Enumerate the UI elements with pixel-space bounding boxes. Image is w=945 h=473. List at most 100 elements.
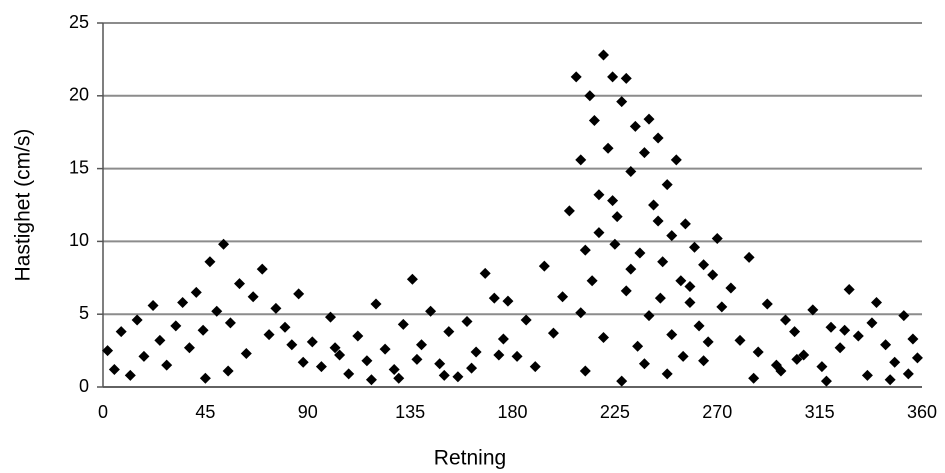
point	[679, 218, 691, 230]
point	[529, 361, 541, 373]
point	[632, 340, 644, 352]
x-tick-label: 315	[805, 402, 835, 422]
point	[648, 199, 660, 211]
point	[108, 364, 120, 376]
point	[625, 263, 637, 275]
point	[611, 211, 623, 223]
point	[365, 374, 377, 386]
point	[666, 329, 678, 341]
point	[579, 244, 591, 256]
point	[466, 362, 478, 374]
point	[889, 356, 901, 368]
point	[607, 71, 619, 83]
point	[124, 369, 136, 381]
point	[452, 371, 464, 383]
point	[425, 305, 437, 317]
point	[575, 154, 587, 166]
y-tick-label: 20	[69, 85, 89, 105]
point	[325, 311, 336, 323]
point	[643, 310, 655, 322]
point	[711, 232, 723, 244]
point	[279, 321, 291, 333]
point	[620, 285, 632, 297]
point	[625, 166, 637, 178]
y-tick-label: 15	[69, 157, 89, 177]
point	[643, 113, 655, 125]
point	[684, 297, 696, 309]
point	[884, 374, 896, 386]
point	[702, 336, 714, 348]
y-tick-label: 0	[79, 376, 89, 396]
point	[538, 260, 550, 272]
point	[638, 147, 650, 159]
point	[547, 327, 559, 339]
point	[379, 343, 391, 355]
point	[634, 247, 646, 259]
point	[443, 326, 455, 338]
point	[511, 350, 523, 362]
point	[199, 372, 211, 384]
point	[748, 372, 760, 384]
point	[557, 291, 569, 303]
point	[588, 115, 600, 127]
point	[586, 275, 598, 287]
y-tick-label: 5	[79, 303, 89, 323]
point	[707, 269, 719, 281]
point	[752, 346, 764, 358]
point	[224, 317, 236, 329]
point	[654, 292, 666, 304]
point	[834, 342, 846, 354]
point	[716, 301, 728, 313]
point	[306, 336, 318, 348]
point	[497, 333, 509, 345]
point	[256, 263, 268, 275]
point	[791, 353, 803, 365]
point	[911, 352, 923, 364]
point	[657, 256, 669, 268]
point	[698, 355, 710, 367]
point	[361, 355, 373, 367]
point	[570, 71, 582, 83]
point	[898, 310, 910, 322]
point	[593, 227, 605, 239]
point	[177, 297, 189, 309]
point	[820, 375, 832, 387]
point	[798, 349, 810, 361]
point	[370, 298, 382, 310]
point	[438, 369, 450, 381]
point	[411, 353, 423, 365]
point	[593, 189, 605, 201]
point	[607, 195, 619, 207]
point	[343, 368, 355, 380]
point	[170, 320, 182, 332]
point	[183, 342, 195, 354]
point	[666, 230, 678, 242]
x-tick-label: 135	[395, 402, 425, 422]
point	[584, 90, 596, 102]
point	[670, 154, 682, 166]
point	[329, 342, 341, 354]
point	[880, 339, 892, 351]
point	[204, 256, 216, 268]
point	[638, 358, 650, 370]
point	[652, 132, 664, 144]
point	[488, 292, 500, 304]
point	[479, 267, 491, 279]
point	[388, 364, 400, 376]
point	[270, 302, 282, 314]
point	[397, 318, 409, 330]
point	[789, 326, 801, 338]
point	[461, 315, 473, 327]
point	[852, 330, 864, 342]
point	[406, 273, 418, 285]
point	[493, 349, 505, 361]
point	[222, 365, 234, 377]
point	[352, 330, 364, 342]
point	[190, 286, 202, 298]
y-tick-label: 25	[69, 12, 89, 32]
point	[502, 295, 514, 307]
point	[620, 72, 632, 84]
point	[131, 314, 143, 326]
point	[693, 320, 705, 332]
